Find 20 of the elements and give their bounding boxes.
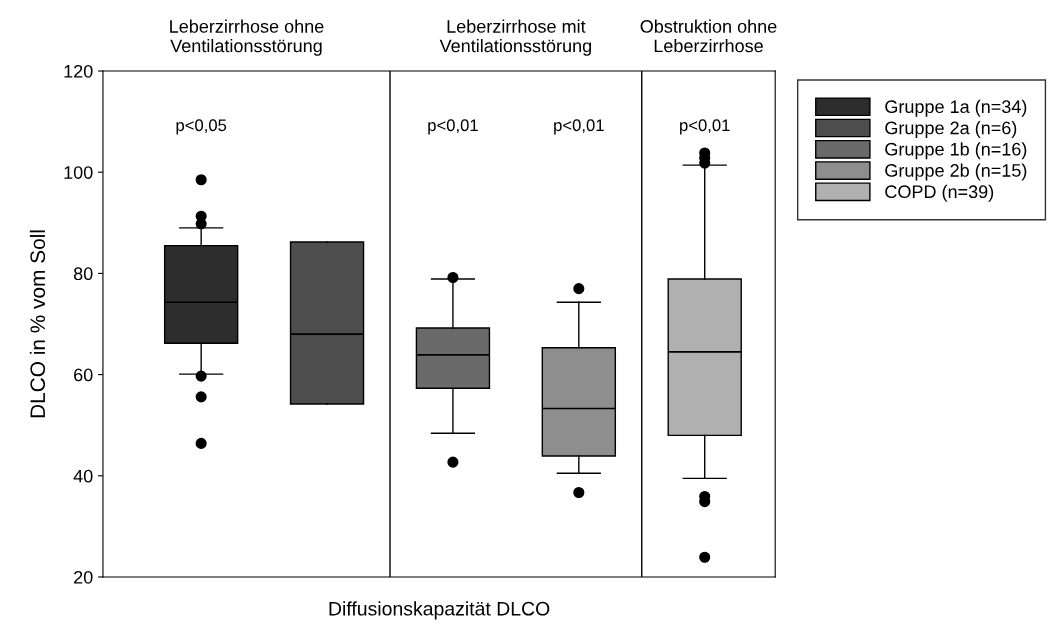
legend-label: Gruppe 1b (n=16) <box>885 142 1027 160</box>
x-axis-title: Diffusionskapazität DLCO <box>329 601 550 620</box>
annotation: p<0,01 <box>428 119 478 135</box>
y-tick-label: 20 <box>74 570 93 584</box>
annotation: p<0,05 <box>176 119 227 135</box>
y-tick-label: 40 <box>73 469 93 483</box>
legend-label: COPD (n=39) <box>885 184 994 202</box>
y-tick-label: 100 <box>64 166 93 179</box>
y-tick-label: 80 <box>73 267 93 281</box>
legend-label: Gruppe 2a (n=6) <box>885 121 1017 138</box>
text: Leberzirrhose ohne Ventilationsstörung <box>170 19 324 56</box>
annotation: p<0,01 <box>680 119 730 135</box>
annotation: p<0,01 <box>554 119 604 135</box>
legend-label: Gruppe 1a (n=34) <box>885 99 1027 117</box>
y-axis-title: DLCO in % vom Soll <box>29 230 46 418</box>
text: Leberzirrhose mit Ventilationsstörung <box>439 19 592 56</box>
y-tick-label: 60 <box>74 368 93 382</box>
y-tick-label: 120 <box>64 64 93 78</box>
text: Obstruktion ohne Leberzirrhose <box>640 19 777 53</box>
legend-label: Gruppe 2b (n=15) <box>885 163 1027 181</box>
